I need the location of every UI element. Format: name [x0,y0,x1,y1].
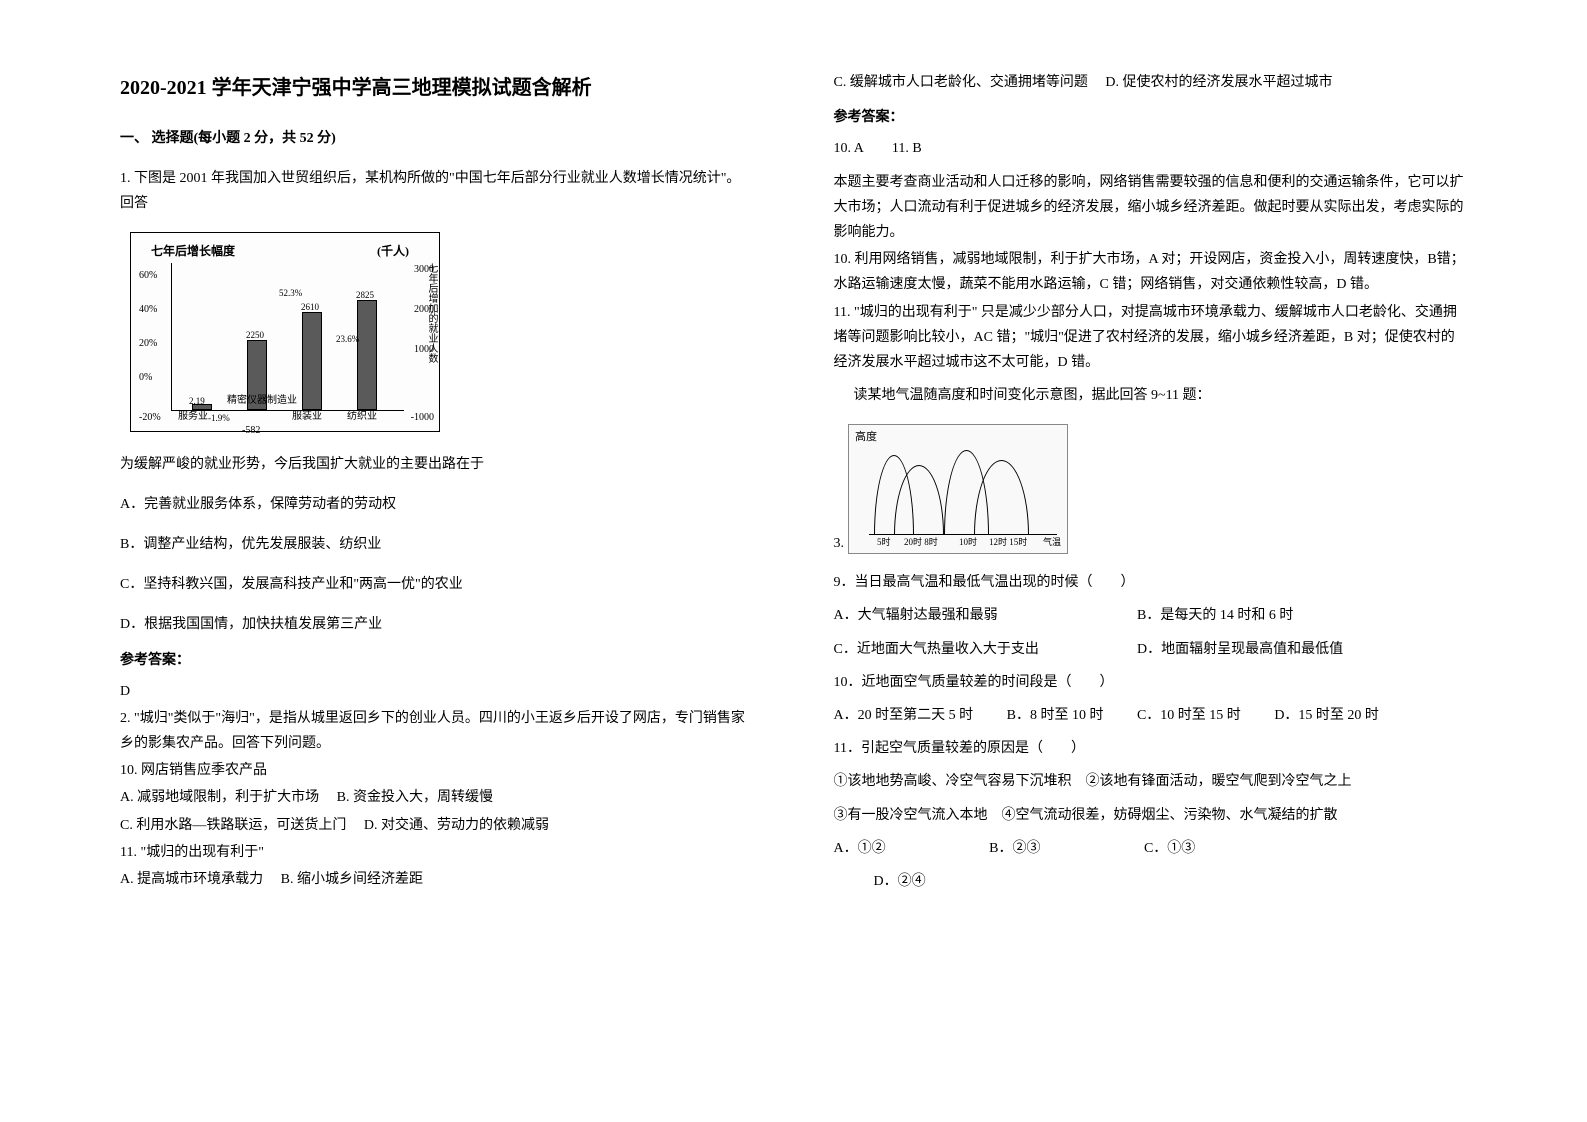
q3-11-B: B．②③ [989,836,1040,861]
q3-10-opts: A．20 时至第二天 5 时 B．8 时至 10 时 C．10 时至 15 时 … [834,703,1468,728]
bar-value: 2610 [301,299,319,315]
q3-intro: 读某地气温随高度和时间变化示意图，据此回答 9~11 题： [854,383,1468,408]
bar-mid: 23.6% [336,331,359,347]
q2-10-row2: C. 利用水路—铁路联运，可送货上门 D. 对交通、劳动力的依赖减弱 [120,813,754,838]
q3-10-C: C．10 时至 15 时 [1137,703,1241,728]
bar: 2610 52.3% [302,312,322,410]
q2-10-A: A. 减弱地域限制，利于扩大市场 [120,790,319,805]
x-label: 12时 15时 [989,534,1027,550]
x-category: 纺织业 [347,408,377,426]
q3-11-stem: 11．引起空气质量较差的原因是（ ） [834,736,1468,761]
page-title: 2020-2021 学年天津宁强中学高三地理模拟试题含解析 [120,70,754,106]
q1-prompt: 为缓解严峻的就业形势，今后我国扩大就业的主要出路在于 [120,452,754,477]
ytick-right: -1000 [411,409,434,427]
q3-10-D: D．15 时至 20 时 [1274,703,1379,728]
q3-num: 3. [834,531,845,556]
ytick-left: 0% [139,369,152,387]
bar-value: 2825 [356,287,374,303]
neg-pct: -1.9% [208,410,230,426]
q3-9-C: C．近地面大气热量收入大于支出 [834,637,1134,662]
ytick-right: 2000 [414,301,434,319]
q2-11-D: D. 促使农村的经济发展水平超过城市 [1105,75,1332,90]
q2-10-D: D. 对交通、劳动力的依赖减弱 [364,818,549,833]
ytick-left: -20% [139,409,161,427]
ytick-right: 3000 [414,261,434,279]
x-label: 5时 [877,534,891,550]
q2-explain2: 10. 利用网络销售，减弱地域限制，利于扩大市场，A 对；开设网店，资金投入小，… [834,247,1468,297]
q3-9-A: A．大气辐射达最强和最弱 [834,603,1134,628]
q3-10-B: B．8 时至 10 时 [1007,703,1104,728]
q2-11-stem: 11. "城归的出现有利于" [120,840,754,865]
bar: 2825 23.6% [357,300,377,410]
x-label: 10时 [959,534,977,550]
q3-11-D: D．②④ [874,869,1468,894]
q2-explain1: 本题主要考查商业活动和人口迁移的影响，网络销售需要较强的信息和便利的交通运输条件… [834,170,1468,246]
q2-answers: 10. A 11. B [834,136,1468,161]
q2-10-B: B. 资金投入大，周转缓慢 [337,790,493,805]
q2-11-C: C. 缓解城市人口老龄化、交通拥堵等问题 [834,75,1088,90]
neg-value: -582 [242,422,260,440]
q3-11-o3: ③有一股冷空气流入本地 [834,808,988,823]
answer-label: 参考答案： [834,105,1468,130]
diagram-y-label: 高度 [855,431,877,443]
q1-optC: C．坚持科教兴国，发展高科技产业和"两高一优"的农业 [120,572,754,597]
answer-label: 参考答案： [120,648,754,673]
employment-chart: 七年后增长幅度 (千人) 七年后增加的就业人数 60% 40% 20% 0% -… [130,232,440,432]
q3-11-row2: ③有一股冷空气流入本地 ④空气流动很差，妨碍烟尘、污染物、水气凝结的扩散 [834,803,1468,828]
q3-11-o1: ①该地地势高峻、冷空气容易下沉堆积 [834,774,1072,789]
chart-plot-area: 2.19 2250 2610 52.3% 2825 23.6% 服务业 精密仪器… [171,263,404,411]
curve [974,460,1029,535]
q2-10-row1: A. 减弱地域限制，利于扩大市场 B. 资金投入大，周转缓慢 [120,785,754,810]
q3-9-row1: A．大气辐射达最强和最弱 B．是每天的 14 时和 6 时 [834,603,1468,628]
bar-value: 2250 [246,327,264,343]
q3-11-o4: ④空气流动很差，妨碍烟尘、污染物、水气凝结的扩散 [1002,808,1338,823]
q3-11-C: C．①③ [1144,836,1195,861]
q2-10-C: C. 利用水路—铁路联运，可送货上门 [120,818,346,833]
q2-explain3: 11. "城归的出现有利于" 只是减少少部分人口，对提高城市环境承载力、缓解城市… [834,300,1468,376]
x-label: 气温 [1043,534,1061,550]
q1-optB: B．调整产业结构，优先发展服装、纺织业 [120,532,754,557]
q3-11-row1: ①该地地势高峻、冷空气容易下沉堆积 ②该地有锋面活动，暖空气爬到冷空气之上 [834,769,1468,794]
q1-optD: D．根据我国国情，加快扶植发展第三产业 [120,612,754,637]
x-category: 服装业 [292,408,322,426]
q3-9-row2: C．近地面大气热量收入大于支出 D．地面辐射呈现最高值和最低值 [834,637,1468,662]
x-category: 服务业 [178,408,208,426]
temp-diagram: 高度 5时 20时 8时 10时 12时 15时 气温 [848,424,1068,554]
q3-9-D: D．地面辐射呈现最高值和最低值 [1137,642,1343,657]
ytick-left: 20% [139,335,157,353]
q3-10-A: A．20 时至第二天 5 时 [834,703,974,728]
q2-11-row2: C. 缓解城市人口老龄化、交通拥堵等问题 D. 促使农村的经济发展水平超过城市 [834,70,1468,95]
q3-9-stem: 9．当日最高气温和最低气温出现的时候（ ） [834,570,1468,595]
chart-title-right: (千人) [377,241,409,263]
q3-11-o2: ②该地有锋面活动，暖空气爬到冷空气之上 [1086,774,1352,789]
ytick-right: 1000 [414,341,434,359]
ytick-left: 60% [139,267,157,285]
q3-11-A: A．①② [834,836,886,861]
q2-11-row1: A. 提高城市环境承载力 B. 缩小城乡间经济差距 [120,867,754,892]
q1-optA: A．完善就业服务体系，保障劳动者的劳动权 [120,492,754,517]
q3-10-stem: 10．近地面空气质量较差的时间段是（ ） [834,670,1468,695]
section-header: 一、 选择题(每小题 2 分，共 52 分) [120,126,754,151]
q2-stem: 2. "城归"类似于"海归"，是指从城里返回乡下的创业人员。四川的小王返乡后开设… [120,706,754,756]
q3-11-opts-row1: A．①② B．②③ C．①③ [834,836,1468,861]
q1-answer: D [120,679,754,704]
q2-11-B: B. 缩小城乡间经济差距 [281,872,423,887]
bar-pct: 52.3% [279,285,302,301]
x-label: 20时 8时 [904,534,938,550]
q1-stem: 1. 下图是 2001 年我国加入世贸组织后，某机构所做的"中国七年后部分行业就… [120,166,754,216]
bar-pct: 2.19 [189,393,205,409]
chart-title-left: 七年后增长幅度 [151,241,235,263]
q2-11-A: A. 提高城市环境承载力 [120,872,263,887]
q2-10-stem: 10. 网店销售应季农产品 [120,758,754,783]
ytick-left: 40% [139,301,157,319]
x-category: 精密仪器制造业 [227,395,297,406]
q3-9-B: B．是每天的 14 时和 6 时 [1137,608,1293,623]
